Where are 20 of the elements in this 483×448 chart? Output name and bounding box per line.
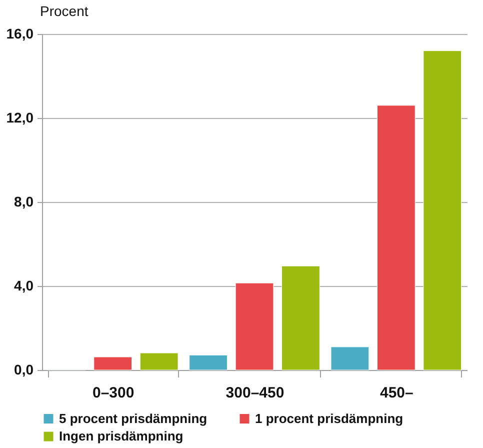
y-tick-label: 0,0 — [14, 362, 34, 378]
bar — [282, 266, 320, 370]
bar — [376, 105, 416, 370]
bar — [140, 352, 178, 370]
legend-label: 5 procent prisdämpning — [59, 410, 208, 426]
y-tick-label: 16,0 — [6, 26, 34, 42]
legend-label: 1 procent prisdämpning — [255, 410, 404, 426]
y-tick-label: 4,0 — [14, 278, 34, 294]
bar — [330, 346, 370, 370]
bar — [423, 50, 462, 370]
bar — [235, 282, 274, 370]
x-tick-label: 300–450 — [226, 384, 284, 402]
y-axis-title: Procent — [40, 3, 88, 19]
y-tick-label: 8,0 — [14, 194, 34, 210]
bar — [189, 354, 228, 370]
bar — [94, 356, 132, 370]
x-tick-label: 450– — [380, 384, 414, 402]
y-tick-label: 12,0 — [6, 110, 34, 126]
legend-label: Ingen prisdämpning — [59, 428, 184, 444]
x-tick-label: 0–300 — [92, 384, 134, 402]
